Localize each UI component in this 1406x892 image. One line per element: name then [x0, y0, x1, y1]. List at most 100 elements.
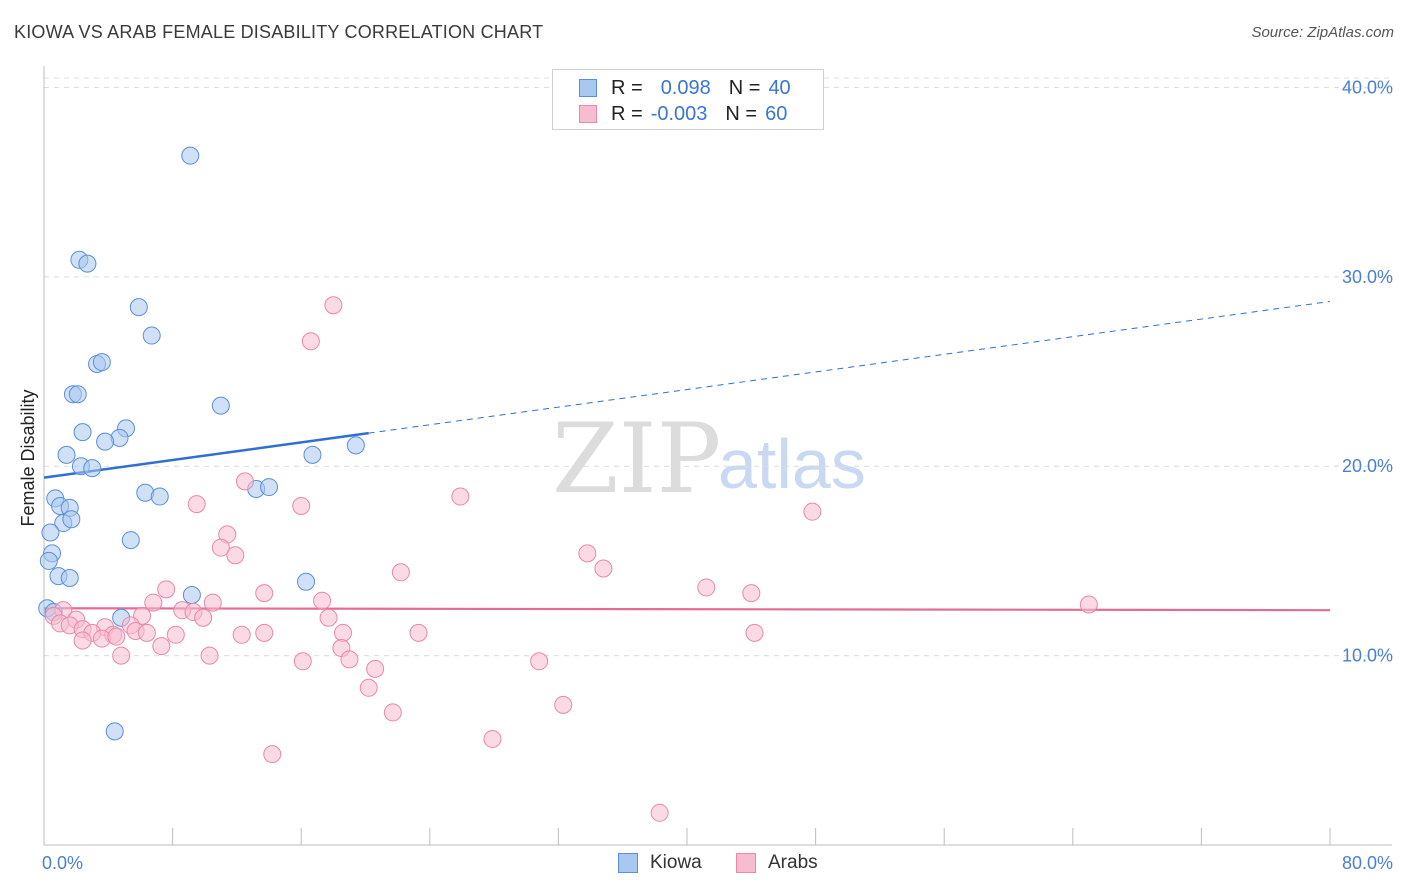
legend-r-label: R =: [611, 102, 643, 125]
arabs-point: [203, 593, 222, 612]
legend-r-value: -0.003: [650, 102, 708, 125]
legend-n-label: N =: [725, 102, 758, 125]
arabs-point: [301, 332, 320, 351]
arabs-point: [313, 591, 332, 610]
arabs-point: [137, 623, 156, 642]
arabs-point: [187, 495, 206, 514]
y-axis-label: Female Disability: [18, 389, 38, 526]
kiowa-trendline-dashed: [368, 300, 1331, 434]
arabs-point: [1079, 595, 1098, 614]
arabs-point: [226, 546, 245, 565]
arabs-point: [166, 625, 185, 644]
kiowa-point: [78, 254, 97, 273]
kiowa-point: [346, 436, 365, 455]
bottom-legend-swatch-kiowa: [618, 853, 638, 873]
watermark: ZIP atlas: [552, 403, 866, 515]
arabs-point: [144, 593, 163, 612]
arabs-point: [211, 538, 230, 557]
arabs-point: [232, 625, 251, 644]
bottom-legend-label-kiowa: Kiowa: [650, 852, 702, 873]
bottom-legend-arabs: Arabs: [736, 852, 818, 874]
arabs-point: [742, 584, 761, 603]
watermark-zip: ZIP: [552, 403, 721, 515]
legend-row-arabs: R = -0.003 N = 60: [579, 102, 787, 126]
arabs-point: [594, 559, 613, 578]
arabs-point: [451, 487, 470, 506]
y-tick-label: 40.0%: [1342, 77, 1393, 97]
kiowa-point: [96, 432, 115, 451]
arabs-point: [292, 497, 311, 516]
arabs-point: [409, 623, 428, 642]
arabs-point: [483, 729, 502, 748]
legend-r-value: 0.098: [660, 76, 711, 99]
arabs-point: [324, 296, 343, 315]
arabs-point: [152, 637, 171, 656]
chart-title: KIOWA VS ARAB FEMALE DISABILITY CORRELAT…: [14, 22, 544, 42]
data-points: [38, 146, 1098, 822]
arabs-point: [255, 623, 274, 642]
arabs-point: [383, 703, 402, 722]
legend-swatch-kiowa: [579, 79, 597, 97]
watermark-atlas: atlas: [718, 425, 866, 503]
y-tick-label: 30.0%: [1342, 267, 1393, 287]
correlation-legend: R = 0.098 N = 40 R = -0.003 N = 60: [552, 69, 824, 130]
legend-r-label: R =: [611, 76, 643, 99]
kiowa-point: [60, 568, 79, 587]
kiowa-point: [57, 445, 76, 464]
arabs-point: [554, 695, 573, 714]
arabs-point: [293, 652, 312, 671]
kiowa-point: [297, 572, 316, 591]
arabs-point: [263, 745, 282, 764]
arabs-point: [366, 659, 385, 678]
arabs-point: [333, 623, 352, 642]
arabs-trendline: [43, 607, 1331, 612]
legend-row-kiowa: R = 0.098 N = 40: [579, 76, 791, 100]
axes: [43, 66, 1392, 846]
arabs-point: [112, 646, 131, 665]
arabs-point: [650, 803, 669, 822]
legend-n-label: N =: [728, 76, 761, 99]
legend-n-value: 40: [768, 76, 791, 99]
x-tick-label: 0.0%: [42, 853, 83, 873]
kiowa-point: [181, 146, 200, 165]
arabs-point: [530, 652, 549, 671]
kiowa-point: [83, 459, 102, 478]
legend-n-value: 60: [765, 102, 788, 125]
arabs-point: [391, 563, 410, 582]
kiowa-point: [39, 551, 58, 570]
arabs-point: [194, 608, 213, 627]
kiowa-point: [182, 586, 201, 605]
bottom-legend-swatch-arabs: [736, 853, 756, 873]
arabs-point: [235, 472, 254, 491]
kiowa-point: [129, 298, 148, 317]
arabs-point: [578, 544, 597, 563]
arabs-point: [803, 502, 822, 521]
y-tick-label: 10.0%: [1342, 646, 1393, 666]
kiowa-point: [73, 423, 92, 442]
kiowa-point: [211, 396, 230, 415]
arabs-point: [200, 646, 219, 665]
arabs-point: [73, 631, 92, 650]
arabs-point: [107, 627, 126, 646]
kiowa-point: [142, 326, 161, 345]
x-tick-label: 80.0%: [1342, 853, 1393, 873]
kiowa-point: [41, 523, 60, 542]
arabs-point: [340, 650, 359, 669]
kiowa-point: [92, 353, 111, 372]
kiowa-point: [150, 487, 169, 506]
kiowa-point: [121, 531, 140, 550]
tick-labels: 10.0% 20.0% 30.0% 40.0% 0.0% 80.0%: [42, 77, 1393, 873]
arabs-point: [745, 623, 764, 642]
chart-source: Source: ZipAtlas.com: [1251, 24, 1394, 41]
arabs-point: [255, 584, 274, 603]
arabs-point: [359, 678, 378, 697]
kiowa-point: [62, 510, 81, 529]
kiowa-point: [260, 478, 279, 497]
kiowa-point: [303, 445, 322, 464]
bottom-legend-label-arabs: Arabs: [768, 852, 818, 873]
legend-swatch-arabs: [579, 105, 597, 123]
grid: [44, 77, 1392, 657]
arabs-point: [157, 580, 176, 599]
kiowa-point: [68, 385, 87, 404]
